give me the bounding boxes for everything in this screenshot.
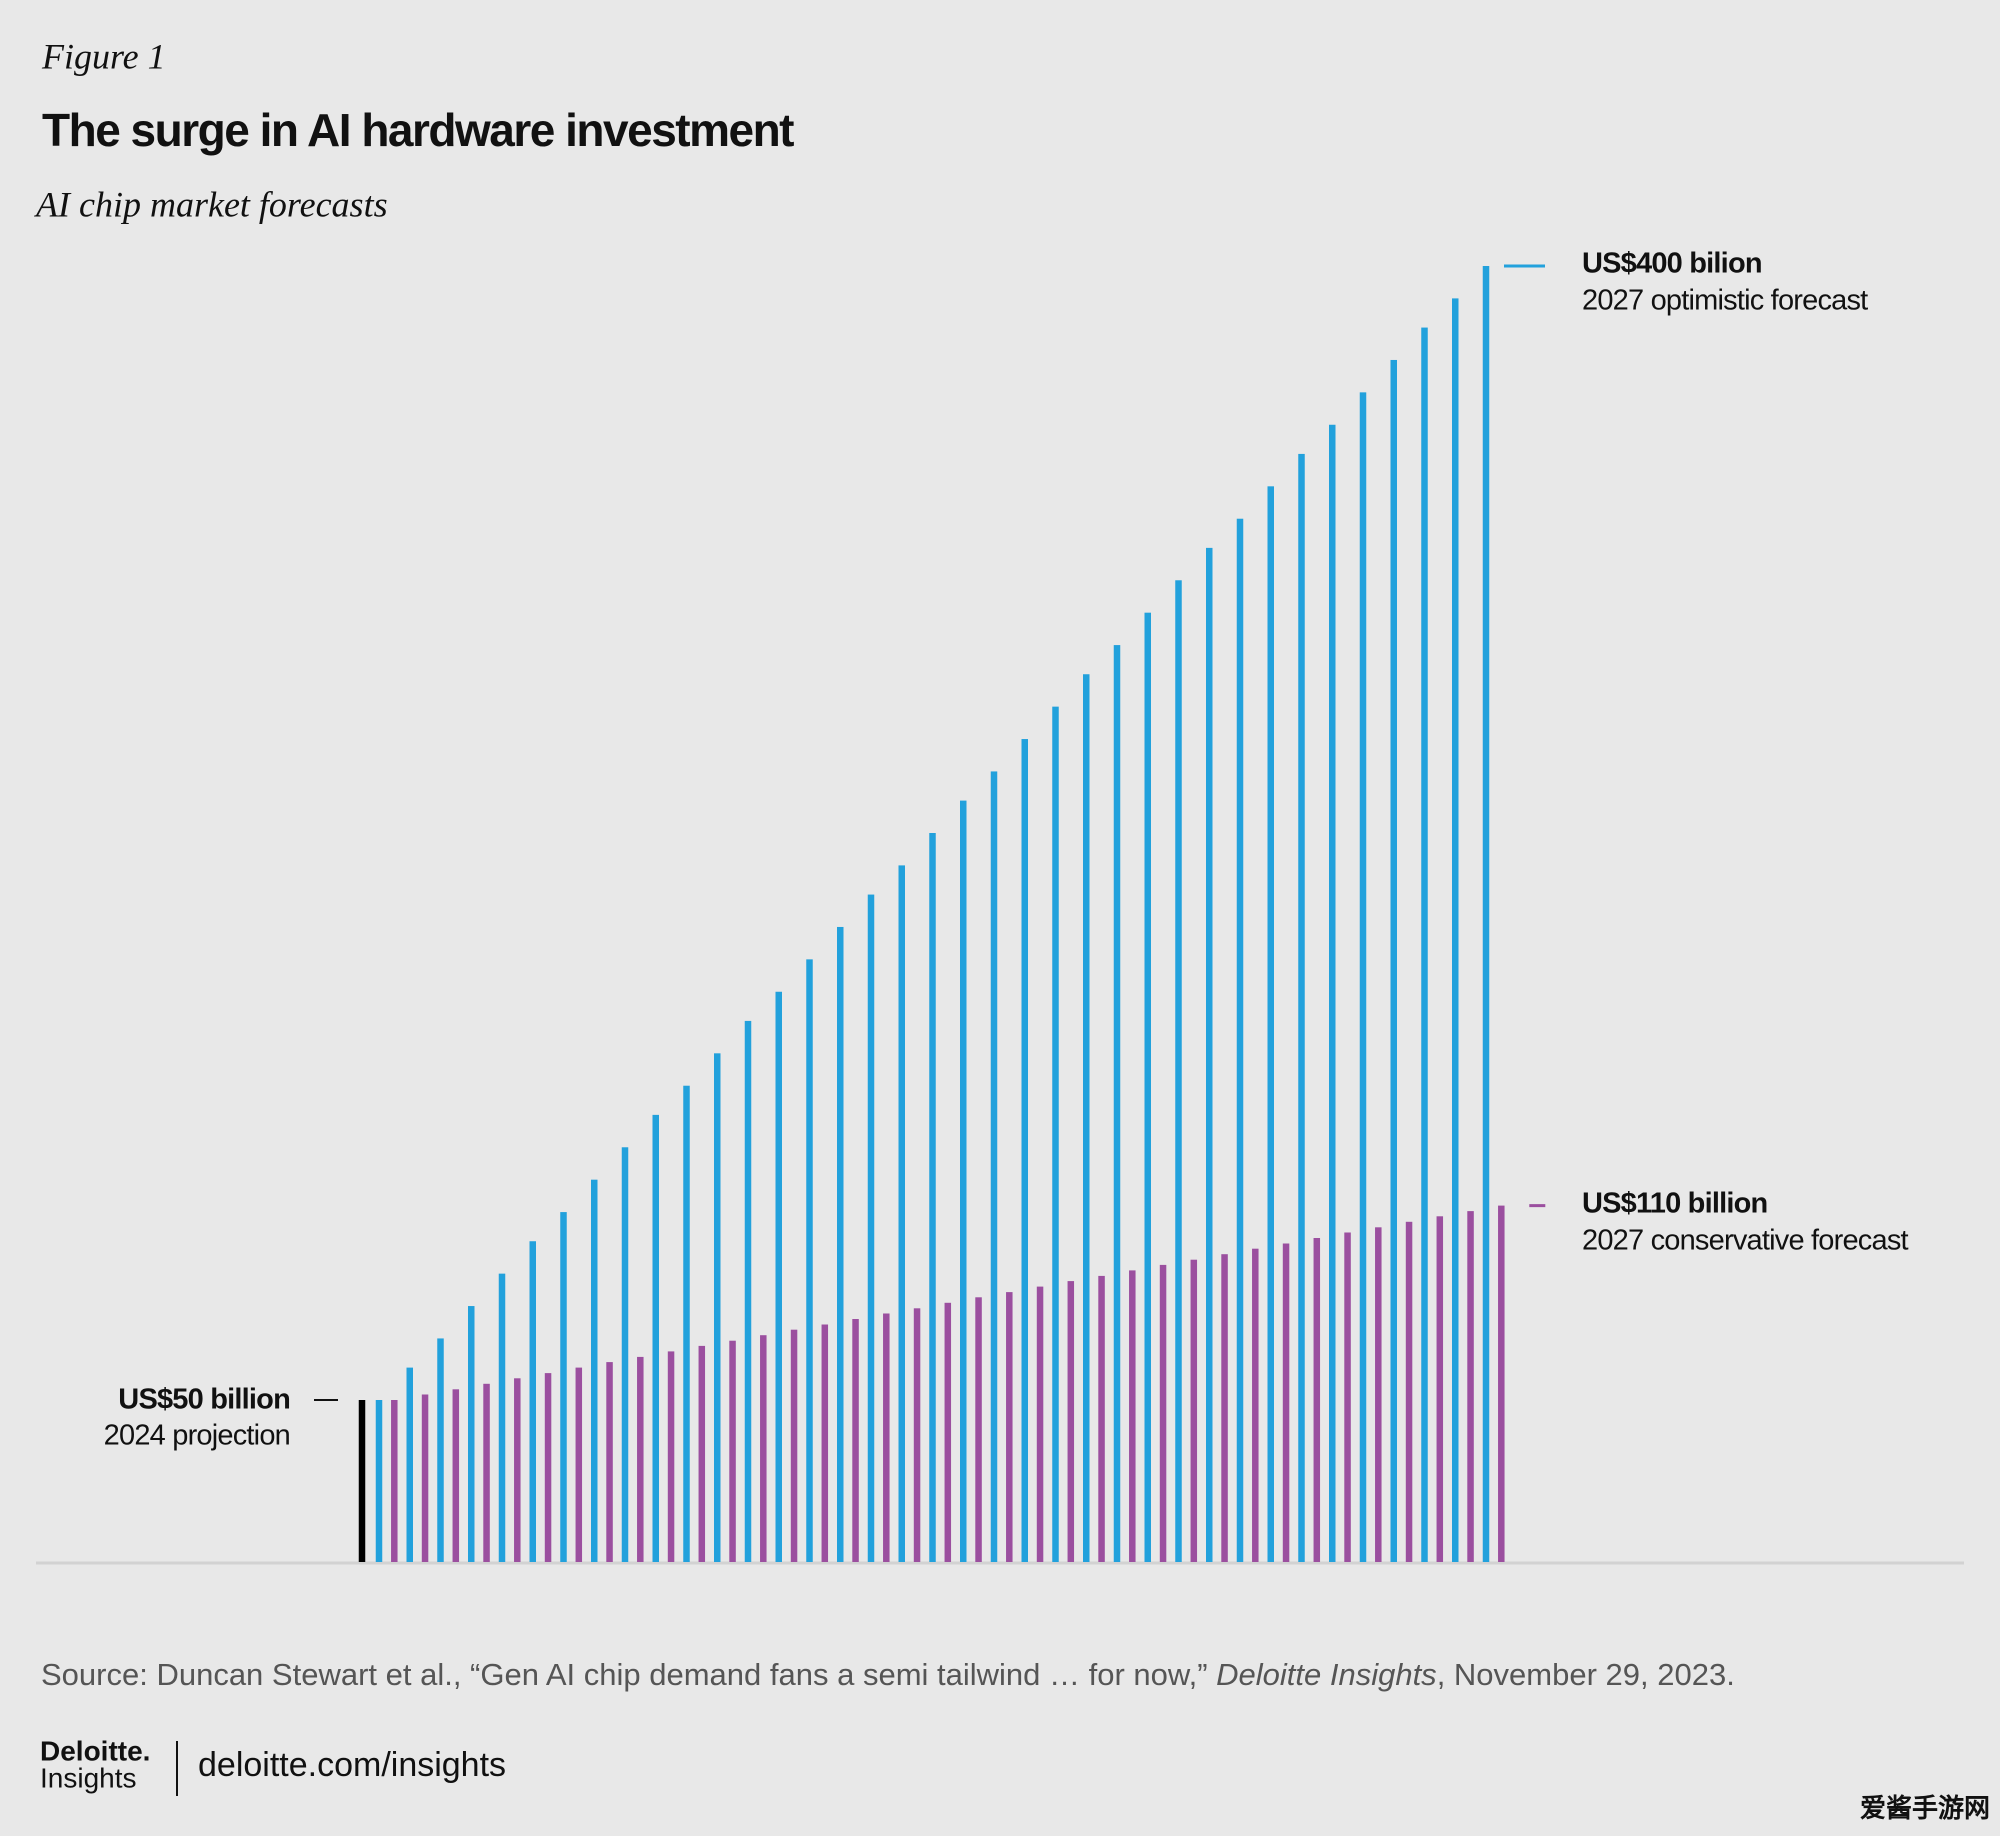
- bar: [606, 1362, 613, 1562]
- bar: [375, 1400, 383, 1562]
- bar: [790, 1329, 798, 1562]
- bar: [944, 1302, 952, 1562]
- bar: [913, 1308, 921, 1562]
- url: deloitte.com/insights: [198, 1746, 506, 1784]
- bar: [898, 865, 905, 1562]
- bar: [498, 1273, 506, 1562]
- bar: [1083, 674, 1090, 1562]
- source-text: Source: Duncan Stewart et al., “Gen AI c…: [41, 1657, 1216, 1692]
- bar: [1421, 327, 1428, 1562]
- bar: [852, 1319, 859, 1562]
- bar: [1405, 1221, 1413, 1562]
- bar: [990, 771, 998, 1562]
- bar: [1098, 1275, 1105, 1562]
- chart-subtitle: AI chip market forecasts: [34, 184, 388, 224]
- bar: [775, 991, 782, 1562]
- bar: [837, 926, 844, 1562]
- bar: [483, 1383, 490, 1562]
- bar: [1329, 424, 1336, 1562]
- bar: [1359, 392, 1367, 1562]
- bar: [358, 1400, 366, 1562]
- bar: [760, 1335, 767, 1562]
- bar: [683, 1085, 690, 1562]
- bar: [544, 1373, 552, 1562]
- bar: [714, 1053, 721, 1562]
- bar: [637, 1356, 644, 1562]
- bar: [1498, 1205, 1505, 1562]
- bar: [1436, 1216, 1444, 1562]
- legend-label: US$110 billion: [1582, 1187, 1767, 1219]
- bar: [929, 833, 936, 1562]
- bar: [1236, 518, 1244, 1562]
- bar: [744, 1020, 752, 1562]
- bar: [1313, 1238, 1321, 1562]
- annotation-sublabel: 2024 projection: [104, 1420, 290, 1452]
- bar: [960, 800, 967, 1562]
- bar: [1267, 486, 1274, 1562]
- bar: [975, 1297, 982, 1562]
- bar: [1067, 1281, 1075, 1562]
- brand: Deloitte.: [40, 1735, 150, 1766]
- bar: [1206, 547, 1213, 1562]
- annotation-label: US$50 billion: [118, 1384, 290, 1416]
- source: Source: Duncan Stewart et al., “Gen AI c…: [41, 1657, 1735, 1692]
- bar: [437, 1338, 444, 1562]
- bar: [698, 1345, 706, 1562]
- figure-label: Figure 1: [41, 36, 166, 76]
- bar: [1375, 1227, 1382, 1562]
- bar: [514, 1378, 521, 1562]
- bar: [1452, 298, 1459, 1562]
- bar: [1390, 359, 1397, 1563]
- bar: [667, 1351, 675, 1562]
- bar: [806, 959, 813, 1562]
- bar: [883, 1313, 890, 1562]
- legend-entry: 2027 optimistic forecast: [1582, 285, 1868, 317]
- bar: [575, 1367, 583, 1562]
- bar: [1175, 580, 1182, 1562]
- bar: [468, 1306, 475, 1562]
- bar: [652, 1114, 659, 1562]
- bar: [560, 1212, 567, 1562]
- bar: [821, 1324, 829, 1562]
- bar: [1344, 1232, 1351, 1562]
- bar: [621, 1147, 629, 1562]
- bar: [1467, 1211, 1474, 1562]
- bar: [1129, 1270, 1136, 1562]
- bar: [1006, 1292, 1013, 1562]
- bar: [591, 1179, 598, 1562]
- bar: [1036, 1286, 1044, 1562]
- bar: [867, 894, 875, 1562]
- bar: [1144, 612, 1151, 1562]
- brand-sub: Insights: [40, 1762, 137, 1793]
- bar: [1159, 1264, 1167, 1562]
- bar: [1021, 739, 1028, 1562]
- legend-entry: 2027 conservative forecast: [1582, 1224, 1909, 1256]
- source-text: , November 29, 2023.: [1437, 1657, 1735, 1692]
- bar: [1298, 453, 1305, 1562]
- bar: [1052, 706, 1059, 1562]
- bar: [1252, 1248, 1259, 1562]
- bar: [1221, 1254, 1228, 1562]
- bar: [452, 1389, 460, 1562]
- bar: [1482, 266, 1490, 1562]
- bar: [406, 1367, 413, 1562]
- source-italic: Deloitte Insights: [1216, 1657, 1437, 1692]
- bar: [1190, 1259, 1198, 1562]
- bar: [1113, 645, 1121, 1562]
- legend-label: US$400 bilion: [1582, 248, 1762, 280]
- bar: [729, 1340, 736, 1562]
- bar: [1282, 1243, 1290, 1562]
- chart-title: The surge in AI hardware investment: [42, 104, 794, 156]
- watermark: 爱酱手游网: [1860, 1793, 1990, 1823]
- bar: [529, 1241, 536, 1562]
- bar: [421, 1394, 429, 1562]
- bar: [391, 1400, 398, 1562]
